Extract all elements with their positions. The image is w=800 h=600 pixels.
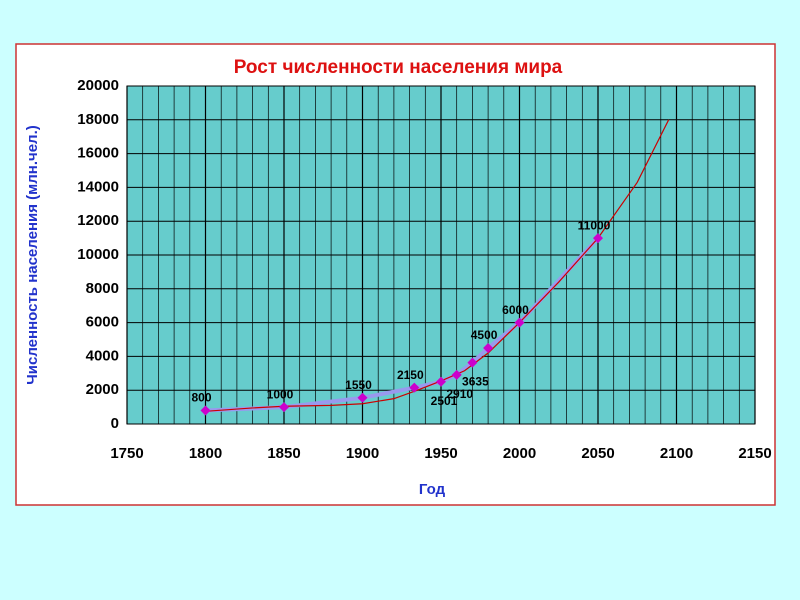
x-tick-label: 2050 <box>581 445 614 462</box>
data-point <box>467 357 478 368</box>
x-axis-label: Год <box>419 481 446 498</box>
data-point <box>483 342 494 353</box>
data-point <box>514 317 525 328</box>
x-tick-label: 2150 <box>738 445 771 462</box>
data-label: 3635 <box>462 375 489 389</box>
x-tick-label: 1750 <box>110 445 143 462</box>
data-label: 6000 <box>502 303 529 317</box>
y-tick-label: 20000 <box>77 77 119 94</box>
data-label: 2150 <box>397 368 424 382</box>
y-tick-label: 10000 <box>77 246 119 263</box>
data-label: 1550 <box>345 378 372 392</box>
x-tick-label: 1950 <box>424 445 457 462</box>
data-point <box>451 369 462 380</box>
y-axis-label: Численность населения (млн.чел.) <box>24 125 41 385</box>
x-tick-label: 1900 <box>346 445 379 462</box>
data-point <box>436 376 446 387</box>
data-point <box>279 402 289 413</box>
data-label: 2910 <box>446 387 473 401</box>
data-label: 4500 <box>471 328 498 342</box>
x-tick-label: 1800 <box>189 445 222 462</box>
y-tick-label: 14000 <box>77 178 119 195</box>
data-label: 1000 <box>267 387 294 401</box>
data-point <box>593 233 603 244</box>
y-tick-label: 16000 <box>77 145 119 162</box>
x-tick-label: 2000 <box>503 445 536 462</box>
y-tick-label: 18000 <box>77 111 119 128</box>
x-tick-label: 1850 <box>267 445 300 462</box>
y-tick-label: 4000 <box>86 347 119 364</box>
data-label: 2501 <box>431 394 458 408</box>
data-point <box>200 405 211 416</box>
data-point <box>357 392 368 403</box>
y-tick-label: 2000 <box>86 381 119 398</box>
plot-border <box>126 85 756 425</box>
data-label: 800 <box>191 391 211 405</box>
y-tick-label: 6000 <box>86 314 119 331</box>
data-label: 11000 <box>578 218 611 232</box>
data-point <box>409 382 420 393</box>
y-tick-label: 8000 <box>86 280 119 297</box>
chart-title: Рост численности населения мира <box>234 57 563 78</box>
y-tick-label: 0 <box>111 415 119 432</box>
series-line <box>205 236 600 413</box>
y-tick-label: 12000 <box>77 212 119 229</box>
x-tick-label: 2100 <box>660 445 693 462</box>
